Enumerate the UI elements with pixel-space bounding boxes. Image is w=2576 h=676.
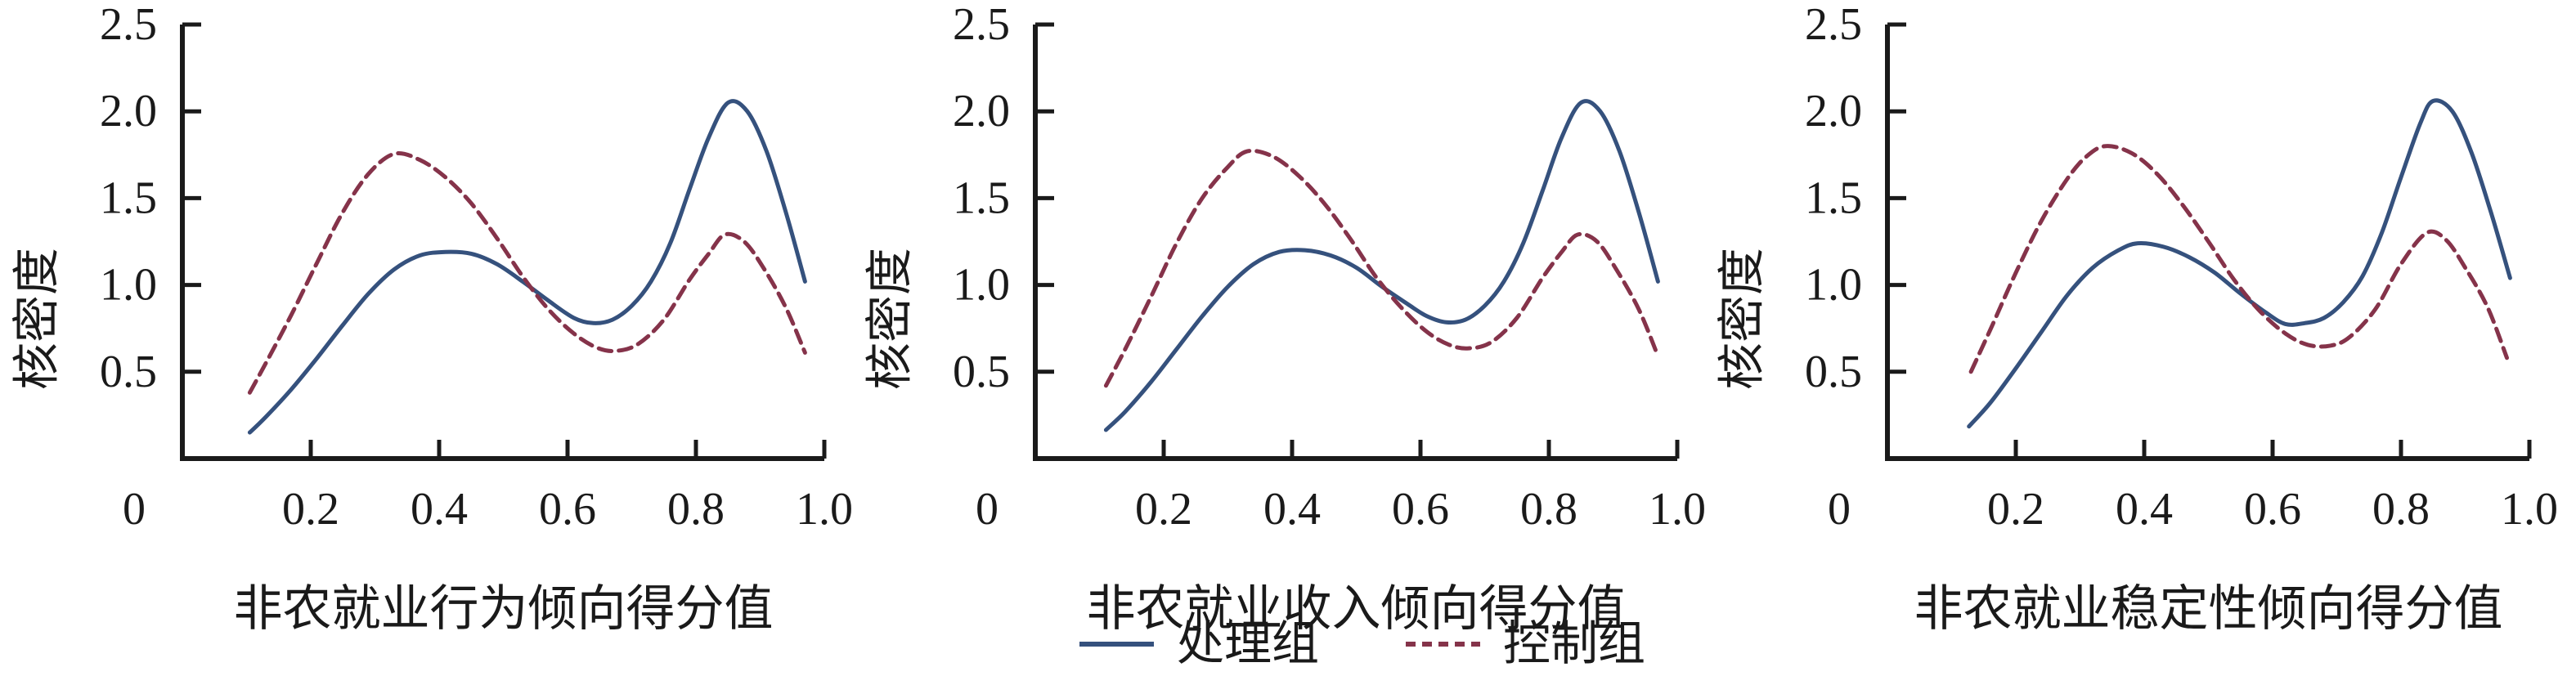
origin-label: 0: [123, 484, 146, 535]
y-tick-label: 2.5: [1805, 0, 1862, 50]
y-tick-label: 0.5: [1805, 347, 1862, 397]
y-tick-label: 1.5: [1805, 172, 1862, 223]
control-group-curve: [247, 151, 807, 395]
treated-group-curve: [1103, 99, 1660, 432]
x-tick-label: 0.4: [1263, 484, 1321, 535]
control-group-curve: [1103, 148, 1660, 388]
origin-label: 0: [976, 484, 999, 535]
x-tick-label: 0.8: [1520, 484, 1577, 535]
solid-line-icon: [1079, 641, 1154, 647]
origin-label: 0: [1828, 484, 1851, 535]
legend-item-control: 控制组: [1404, 618, 1645, 670]
density-plot-behavior: 0.5 1.0 1.5 2.0 2.5 0.2 0.4 0.6 0.8 1.0 0 核密度非农就业行为…: [11, 0, 854, 636]
x-tick-label: 0.2: [282, 484, 339, 535]
x-tick-label: 1.0: [796, 484, 853, 535]
control-group-curve: [1968, 144, 2509, 374]
x-tick-label: 0.8: [667, 484, 725, 535]
x-tick-label: 0.4: [2116, 484, 2173, 535]
x-tick-label: 0.2: [1987, 484, 2044, 535]
y-tick-label: 1.5: [100, 172, 157, 223]
x-tick-label: 0.2: [1135, 484, 1192, 535]
x-axis-title: 非农就业收入倾向得分值: [1087, 582, 1627, 636]
y-tick-label: 1.0: [1805, 260, 1862, 311]
y-tick-label: 0.5: [100, 347, 157, 397]
y-tick-label: 2.0: [953, 86, 1010, 137]
x-tick-label: 0.6: [2244, 484, 2301, 535]
dashed-line-icon: [1406, 641, 1480, 647]
y-tick-label: 1.0: [953, 260, 1010, 311]
x-tick-label: 1.0: [1649, 484, 1706, 535]
y-tick-label: 2.5: [953, 0, 1010, 50]
y-tick-label: 0.5: [953, 347, 1010, 397]
density-plot-income: 0.5 1.0 1.5 2.0 2.5 0.2 0.4 0.6 0.8 1.0 0 核密度非农就业收入…: [864, 0, 1707, 636]
x-tick-label: 0.6: [539, 484, 596, 535]
x-axis-title: 非农就业行为倾向得分值: [234, 582, 774, 636]
legend: 处理组 控制组: [1078, 618, 1645, 670]
y-tick-label: 2.5: [100, 0, 157, 50]
density-plot-stability: 0.5 1.0 1.5 2.0 2.5 0.2 0.4 0.6 0.8 1.0 0 核密度非农就业稳定…: [1716, 0, 2559, 636]
treated-group-curve: [247, 99, 807, 435]
y-axis-title: 核密度: [11, 248, 64, 390]
legend-label-control: 控制组: [1503, 617, 1646, 670]
x-tick-label: 0.8: [2372, 484, 2430, 535]
x-tick-label: 0.6: [1392, 484, 1449, 535]
y-tick-label: 1.0: [100, 260, 157, 311]
legend-item-treated: 处理组: [1078, 618, 1319, 670]
x-tick-label: 1.0: [2501, 484, 2558, 535]
legend-label-treated: 处理组: [1176, 617, 1319, 670]
y-axis-title: 核密度: [864, 248, 917, 390]
x-axis-title: 非农就业稳定性倾向得分值: [1914, 582, 2503, 636]
y-tick-label: 2.0: [1805, 86, 1862, 137]
x-tick-label: 0.4: [411, 484, 468, 535]
y-axis-title: 核密度: [1716, 248, 1769, 390]
y-tick-label: 1.5: [953, 172, 1010, 223]
y-tick-label: 2.0: [100, 86, 157, 137]
treated-group-curve: [1967, 98, 2512, 429]
